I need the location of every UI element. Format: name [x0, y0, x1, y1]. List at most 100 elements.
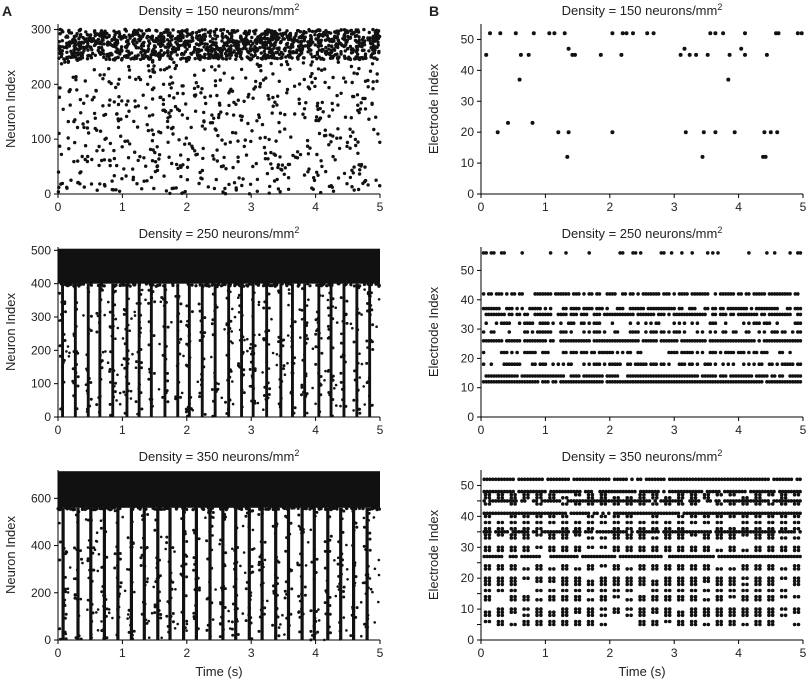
- spike-dot: [158, 558, 161, 562]
- dense-spike-band: [111, 283, 115, 417]
- spike-dot: [199, 383, 203, 387]
- spike-dot: [620, 292, 625, 296]
- spike-dot: [494, 321, 499, 326]
- spike-dot: [313, 76, 317, 81]
- spike-dot: [139, 556, 143, 560]
- spike-dot: [628, 321, 633, 326]
- spike-dot: [523, 321, 527, 326]
- spike-dot: [315, 310, 319, 314]
- spike-dot: [556, 312, 561, 317]
- spike-dot: [298, 152, 303, 157]
- spike-dot: [293, 112, 297, 116]
- spike-dot: [582, 306, 586, 311]
- spike-dot: [193, 149, 197, 153]
- spike-dot: [274, 524, 278, 528]
- spike-dot: [128, 329, 131, 333]
- spike-dot: [158, 599, 161, 602]
- spike-dot: [320, 283, 324, 286]
- spike-dot: [283, 373, 287, 377]
- spike-dot: [232, 43, 237, 48]
- spike-dot: [664, 374, 669, 378]
- spike-dot: [772, 312, 777, 317]
- spike-dot: [690, 362, 694, 367]
- spike-dot: [757, 339, 761, 343]
- dense-spike-band: [227, 283, 231, 417]
- spike-dot: [277, 340, 281, 344]
- spike-dot: [143, 602, 147, 606]
- spike-dot: [649, 339, 653, 343]
- spike-dot: [538, 330, 542, 334]
- spike-dot: [89, 381, 93, 384]
- spike-dot: [274, 596, 278, 600]
- spike-dot: [744, 306, 749, 311]
- spike-dot: [749, 380, 754, 384]
- spike-dot: [752, 292, 756, 296]
- spike-dot: [94, 39, 99, 43]
- spike-dot: [139, 50, 143, 55]
- spike-dot: [571, 321, 576, 326]
- spike-dot: [502, 380, 507, 384]
- spike-dot: [242, 144, 246, 149]
- spike-dot: [318, 40, 323, 45]
- spike-dot: [356, 140, 360, 144]
- spike-dot: [185, 540, 189, 543]
- spike-dot: [656, 321, 661, 326]
- spike-dot: [317, 331, 321, 335]
- spike-dot: [259, 540, 263, 544]
- spike-dot: [301, 31, 306, 36]
- spike-dot: [760, 374, 764, 378]
- spike-dot: [106, 361, 110, 365]
- spike-dot: [546, 380, 550, 384]
- spike-dot: [144, 54, 148, 59]
- spike-dot: [278, 111, 283, 115]
- spike-dot: [672, 292, 676, 296]
- spike-dot: [298, 308, 302, 311]
- spike-dot: [63, 339, 67, 342]
- spike-dot: [316, 630, 320, 634]
- spike-dot: [798, 251, 803, 255]
- spike-dot: [289, 50, 293, 54]
- spike-dot: [685, 339, 689, 343]
- spike-dot: [67, 355, 71, 358]
- spike-dot: [191, 38, 195, 43]
- spike-dot: [713, 312, 718, 317]
- spike-dot: [305, 304, 309, 307]
- spike-dot: [179, 337, 183, 341]
- spike-dot: [510, 292, 514, 296]
- spike-dot: [483, 619, 488, 624]
- spike-dot: [253, 367, 257, 371]
- spike-dot: [574, 350, 579, 355]
- spike-dot: [659, 251, 664, 255]
- spike-dot: [169, 75, 173, 79]
- spike-dot: [515, 362, 519, 367]
- spike-dot: [178, 164, 182, 168]
- spike-dot: [694, 52, 699, 57]
- spike-dot: [234, 622, 238, 626]
- spike-dot: [278, 354, 282, 358]
- spike-dot: [97, 410, 101, 414]
- spike-dot: [370, 308, 374, 312]
- spike-dot: [281, 52, 285, 56]
- spike-dot: [518, 52, 523, 57]
- spike-dot: [314, 115, 319, 119]
- spike-dot: [664, 306, 669, 311]
- spike-dot: [489, 306, 494, 311]
- spike-dot: [629, 588, 633, 593]
- spike-dot: [732, 622, 736, 627]
- spike-dot: [245, 511, 249, 515]
- spike-dot: [126, 357, 130, 361]
- spike-dot: [785, 306, 790, 311]
- spike-dot: [340, 387, 344, 391]
- spike-dot: [603, 598, 608, 602]
- spike-dot: [561, 613, 565, 618]
- spike-dot: [631, 292, 635, 296]
- spike-dot: [484, 251, 489, 255]
- spike-dot: [741, 594, 745, 599]
- spike-dot: [67, 29, 71, 34]
- spike-dot: [297, 524, 301, 528]
- spike-dot: [559, 312, 563, 317]
- spike-dot: [352, 609, 356, 613]
- spike-dot: [305, 411, 309, 415]
- spike-dot: [244, 38, 248, 42]
- spike-dot: [273, 100, 277, 104]
